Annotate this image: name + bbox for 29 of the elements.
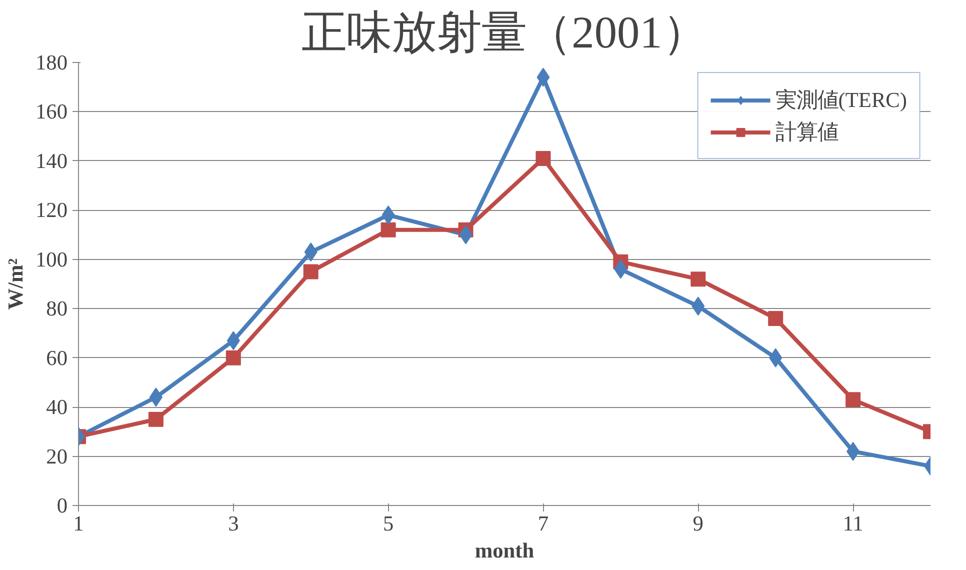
x-tick-label: 7: [538, 512, 549, 536]
y-tick-label: 60: [46, 346, 68, 370]
point: [226, 350, 241, 366]
y-tick-label: 100: [36, 247, 68, 272]
chart-title: 正味放射量（2001）: [302, 8, 708, 58]
y-tick-label: 120: [36, 198, 68, 222]
y-tick-label: 180: [36, 50, 68, 74]
y-tick-label: 20: [46, 444, 68, 468]
point: [846, 392, 861, 408]
x-axis-title: month: [474, 538, 534, 562]
legend-label: 実測値(TERC): [775, 87, 907, 114]
y-tick-label: 160: [36, 100, 68, 124]
x-tick-label: 5: [382, 512, 394, 536]
x-tick-label: 9: [692, 512, 704, 536]
x-tick-label: 1: [73, 512, 84, 536]
y-tick-label: 80: [46, 296, 68, 321]
point: [536, 150, 551, 166]
legend-label: 計算値: [775, 119, 838, 146]
point: [148, 412, 164, 427]
point: [380, 222, 396, 238]
point: [690, 272, 706, 287]
y-axis-title: W/m²: [4, 258, 28, 310]
y-tick-label: 140: [36, 148, 68, 173]
point: [303, 264, 318, 280]
x-tick-label: 3: [228, 512, 239, 536]
x-tick-label: 11: [842, 512, 864, 536]
y-tick-label: 0: [56, 494, 68, 518]
point: [768, 310, 784, 326]
y-tick-label: 40: [46, 395, 68, 420]
